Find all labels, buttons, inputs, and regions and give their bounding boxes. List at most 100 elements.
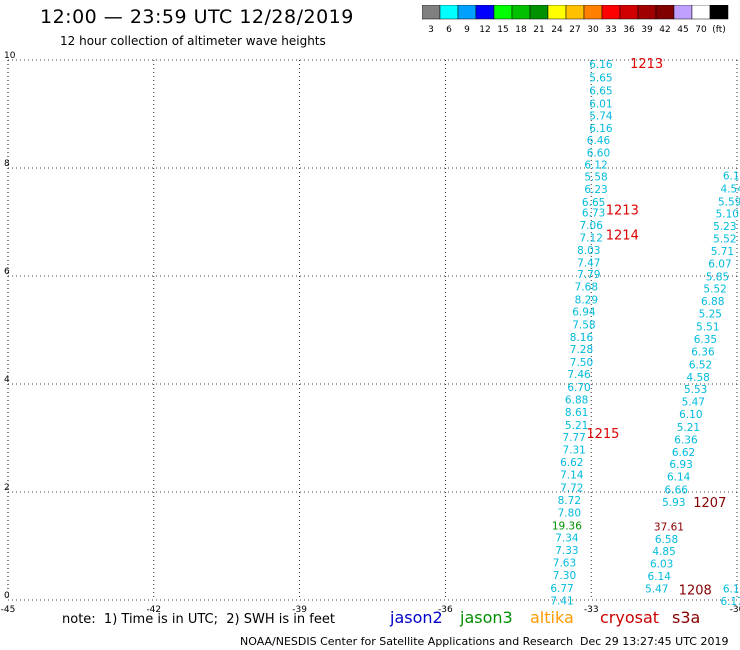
data-label: 6.46 [587, 135, 611, 147]
data-label: 6.36 [674, 434, 698, 446]
x-tick-label: -30 [730, 605, 740, 615]
data-label: 6.62 [672, 447, 695, 459]
colorbar-label: 21 [533, 25, 544, 35]
data-label: 7.06 [580, 220, 604, 232]
pass-time-label: 1208 [679, 584, 712, 599]
data-label: 6.12 [584, 160, 607, 172]
data-label: 7.47 [577, 257, 600, 269]
colorbar-label: 45 [677, 25, 688, 35]
data-label: 7.12 [580, 232, 603, 244]
colorbar-label: 12 [479, 25, 490, 35]
data-label: 5.23 [713, 221, 736, 233]
data-label: 7.31 [562, 445, 585, 457]
colorbar-label: (ft) [712, 25, 726, 35]
data-label: 8.29 [575, 295, 598, 307]
data-label: 6.01 [589, 99, 612, 111]
data-label: 7.72 [560, 482, 583, 494]
data-label: 6.60 [587, 148, 610, 160]
colorbar-label: 15 [497, 25, 508, 35]
data-label: 6.94 [572, 306, 596, 318]
colorbar-label: 36 [623, 25, 635, 35]
legend-cryosat: cryosat [600, 608, 660, 627]
data-label: 6.65 [582, 197, 605, 209]
data-label: 4.54 [720, 183, 740, 195]
data-label: 6.17 [720, 596, 740, 608]
data-label: 7.68 [575, 282, 598, 294]
data-label: 6.73 [582, 208, 605, 220]
colorbar-label: 24 [551, 25, 563, 35]
data-label: 5.65 [589, 73, 612, 85]
data-label: 7.77 [562, 432, 585, 444]
colorbar-label: 70 [695, 25, 707, 35]
colorbar-label: 30 [587, 25, 599, 35]
data-label: 6.16 [589, 123, 613, 135]
data-label: 5.85 [706, 271, 729, 283]
data-label: 6.07 [708, 258, 731, 270]
data-label: 5.53 [684, 384, 707, 396]
legend-jason3: jason3 [460, 608, 513, 627]
footer-credit: NOAA/NESDIS Center for Satellite Applica… [240, 635, 574, 648]
data-label: 6.13 [723, 170, 740, 182]
data-label: 6.65 [589, 86, 612, 98]
data-label: 5.58 [584, 171, 607, 183]
data-label: 7.46 [567, 369, 591, 381]
data-label: 7.14 [560, 470, 584, 482]
data-label: 8.03 [577, 245, 600, 257]
colorbar-label: 33 [605, 25, 616, 35]
data-label: 6.36 [691, 346, 715, 358]
colorbar-label: 27 [569, 25, 580, 35]
x-tick-label: -36 [438, 605, 453, 615]
data-label: 5.10 [716, 209, 739, 221]
colorbar-label: 39 [641, 25, 653, 35]
data-label: 7.80 [558, 507, 581, 519]
colorbar-swatch [709, 5, 729, 20]
colorbar-label: 3 [428, 25, 434, 35]
data-label: 6.14 [723, 583, 740, 595]
footer-timestamp: Dec 29 13:27:45 UTC 2019 [580, 635, 729, 648]
pass-time-label: 1213 [630, 57, 663, 72]
data-label: 6.10 [679, 409, 702, 421]
color-scale-bar: 3 6 9 12 15 18 21 24 27 30 33 36 39 42 45 70 (ft) [422, 5, 729, 35]
data-label: 6.70 [567, 382, 590, 394]
data-label: 6.88 [701, 296, 724, 308]
colorbar-label: 42 [659, 25, 670, 35]
data-label: 6.88 [565, 394, 588, 406]
data-label: 8.72 [558, 495, 581, 507]
data-label: 7.50 [570, 357, 593, 369]
chart-subtitle: 12 hour collection of altimeter wave hei… [60, 34, 326, 48]
data-label: 6.93 [669, 459, 692, 471]
legend-s3a: s3a [672, 608, 701, 627]
data-label: 6.77 [550, 583, 573, 595]
data-label: 5.93 [662, 497, 685, 509]
data-label: 5.21 [565, 420, 588, 432]
data-label: 5.25 [699, 309, 722, 321]
data-label: 37.61 [654, 521, 684, 533]
data-label: 6.62 [560, 457, 583, 469]
data-label: 5.71 [711, 246, 734, 258]
y-tick-label: 0 [4, 591, 10, 601]
data-label: 7.33 [555, 545, 578, 557]
y-tick-label: 2 [4, 483, 10, 493]
data-label: 5.47 [645, 583, 668, 595]
data-label: 6.14 [667, 472, 691, 484]
pass-time-label: 1207 [693, 496, 726, 511]
data-label: 5.74 [589, 110, 613, 122]
x-tick-label: -45 [1, 605, 16, 615]
data-label: 6.16 [589, 59, 613, 71]
x-tick-label: -39 [292, 605, 307, 615]
data-label: 6.23 [584, 184, 607, 196]
x-tick-label: -33 [584, 605, 599, 615]
data-label: 5.52 [713, 234, 736, 246]
data-label: 7.79 [577, 269, 600, 281]
y-tick-label: 6 [4, 267, 10, 277]
colorbar-label: 6 [446, 25, 452, 35]
data-label: 5.21 [677, 422, 700, 434]
colorbar-label: 9 [464, 25, 470, 35]
y-tick-label: 10 [4, 51, 16, 61]
footer-note: note: 1) Time is in UTC; 2) SWH is in fe… [62, 612, 335, 627]
data-label: 7.34 [555, 533, 579, 545]
y-tick-label: 4 [4, 375, 10, 385]
pass-time-label: 1214 [606, 228, 639, 243]
chart-title: 12:00 — 23:59 UTC 12/28/2019 [40, 6, 354, 28]
